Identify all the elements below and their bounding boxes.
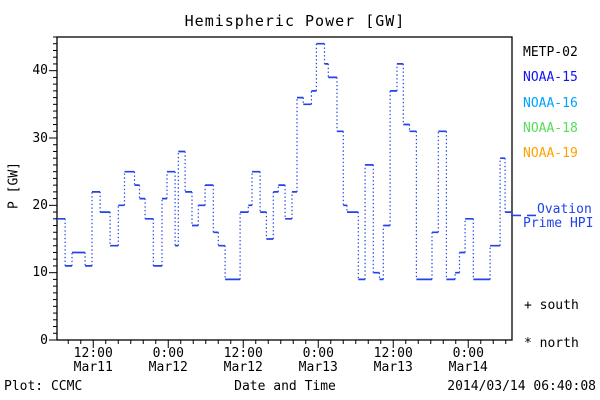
plot-credit: Plot: CCMC (4, 379, 83, 394)
series-label-ovation: Ovation (537, 202, 592, 217)
x-tick-date: Mar14 (448, 360, 488, 375)
y-tick-label-30: 30 (32, 130, 48, 146)
legend-item-noaa-19: NOAA-19 (523, 146, 578, 162)
x-tick-date: Mar12 (148, 360, 188, 375)
x-tick-time: 12:00 (223, 346, 263, 361)
x-tick-date: Mar13 (373, 360, 413, 375)
x-tick-label-mar14-000: 0:00 Mar14 (432, 347, 504, 375)
south-marker-key: + south (524, 298, 579, 313)
plot-box (56, 36, 513, 341)
chart-title: Hemispheric Power [GW] (184, 12, 406, 30)
hpi-step-connectors (64, 43, 506, 280)
x-tick-time: 0:00 (152, 346, 184, 361)
x-tick-date: Mar11 (73, 360, 113, 375)
north-marker-key: * north (524, 336, 579, 351)
y-tick-label-0: 0 (40, 332, 48, 348)
y-tick-label-20: 20 (32, 197, 48, 213)
x-tick-time: 0:00 (452, 346, 484, 361)
x-tick-label-mar12-000: 0:00 Mar12 (132, 347, 204, 375)
x-tick-date: Mar13 (298, 360, 338, 375)
y-tick-label-40: 40 (32, 63, 48, 79)
y-tick-label-10: 10 (32, 265, 48, 281)
x-tick-label-mar11-1200: 12:00 Mar11 (57, 347, 129, 375)
legend-item-noaa-15: NOAA-15 (523, 70, 578, 86)
x-tick-time: 12:00 (73, 346, 113, 361)
series-label-prime-hpi: Prime HPI (523, 216, 594, 231)
legend-item-noaa-18: NOAA-18 (523, 120, 578, 136)
hpi-step-line (57, 42, 512, 281)
x-axis-title: Date and Time (234, 379, 336, 394)
generation-timestamp: 2014/03/14 06:40:08 (447, 379, 596, 394)
x-tick-date: Mar12 (223, 360, 263, 375)
legend-item-noaa-16: NOAA-16 (523, 95, 578, 111)
y-axis-title: P [GW] (6, 162, 22, 209)
x-tick-label-mar13-000: 0:00 Mar13 (282, 347, 354, 375)
x-tick-time: 12:00 (373, 346, 413, 361)
x-tick-label-mar13-1200: 12:00 Mar13 (357, 347, 429, 375)
legend-item-metp-02: METP-02 (523, 45, 578, 60)
x-tick-label-mar12-1200: 12:00 Mar12 (207, 347, 279, 375)
x-tick-time: 0:00 (302, 346, 334, 361)
